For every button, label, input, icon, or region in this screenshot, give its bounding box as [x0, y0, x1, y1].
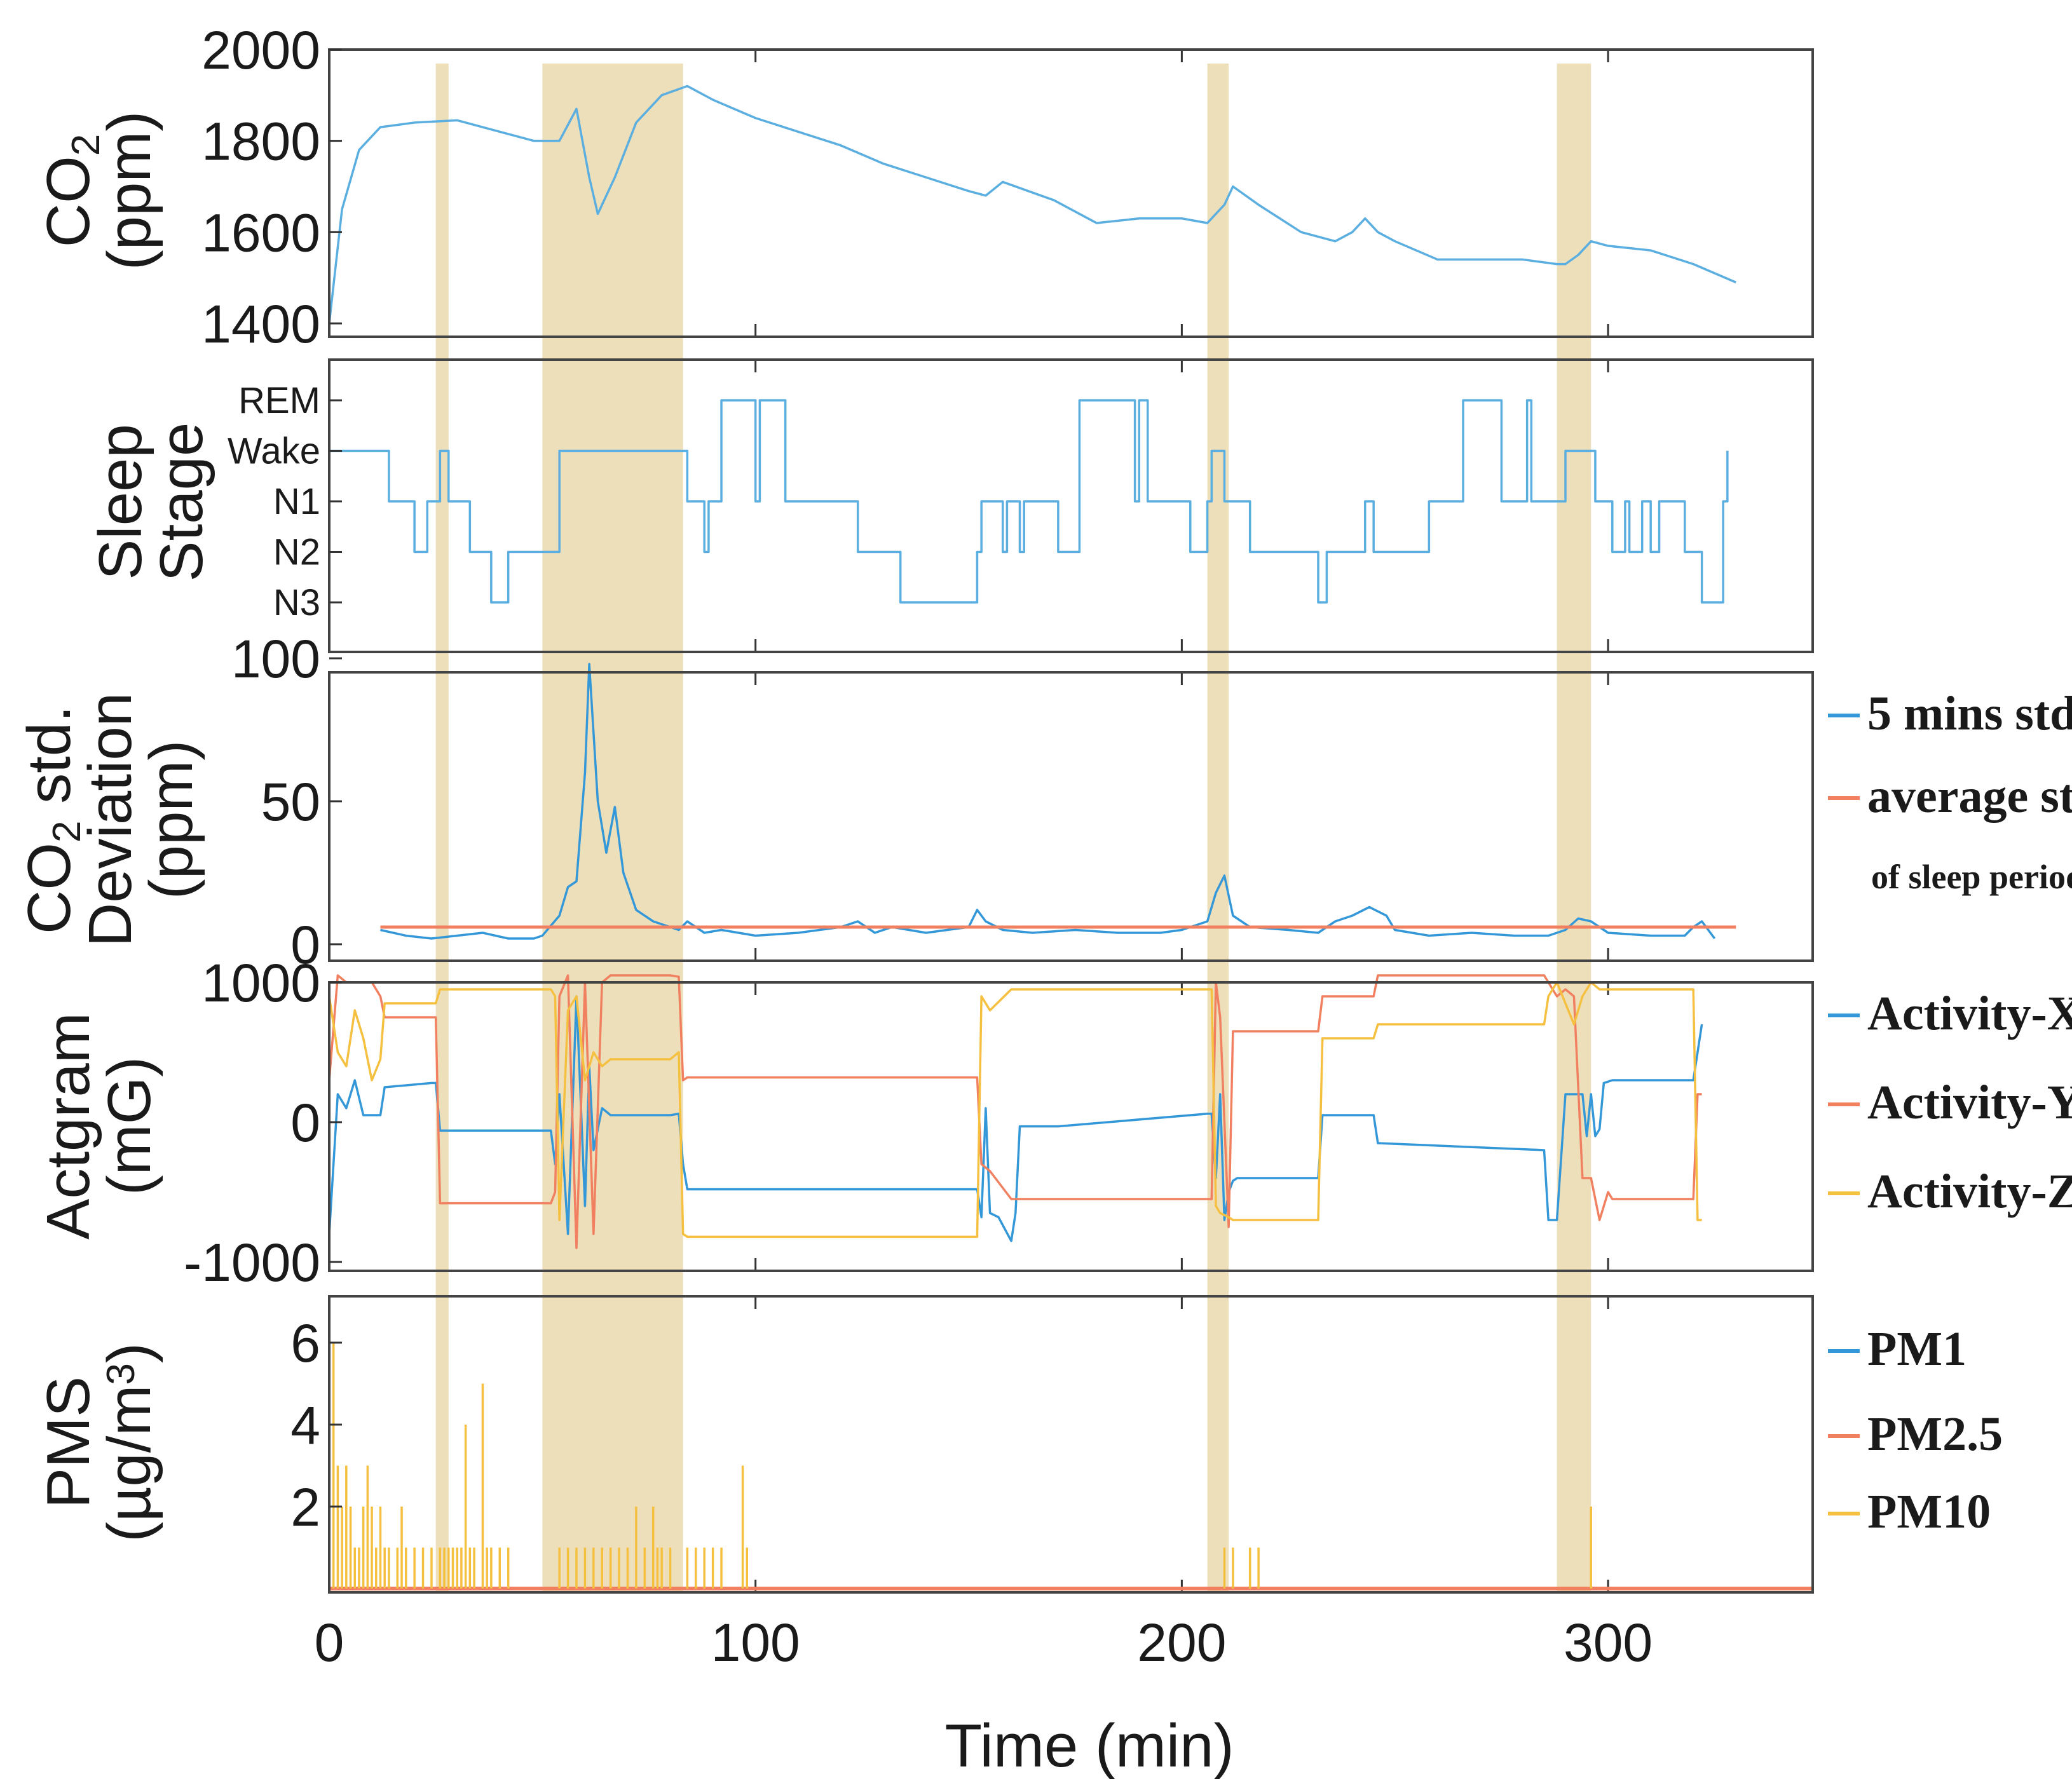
panel-std-ytick-label-1: 50: [261, 772, 320, 832]
panel-sleep-ytick-label-1: N2: [273, 532, 320, 573]
panel-std: 0 50 100: [231, 629, 1814, 975]
legend-act: Activity-X Activity-Y Activity-Z: [1828, 987, 2072, 1218]
series-act-activity-y: [328, 974, 1702, 1249]
highlight-band-3: [1557, 64, 1591, 1592]
ylabel-std-line1: CO: [15, 843, 83, 934]
ylabel-pms-line-1: (µg/m3): [95, 1343, 163, 1542]
ylabel-act-line1: Actgram: [34, 1012, 102, 1239]
ylabel-std-line3: (ppm): [137, 740, 205, 900]
ylabel-std-line-0: CO2 std.: [15, 705, 89, 934]
legend-pms-label-pm1: PM1: [1867, 1322, 1966, 1376]
x-tick-label-0: 0: [315, 1613, 344, 1672]
panel-co2-frame: [328, 48, 1814, 338]
series-sleep-sleep-stage: [329, 399, 1729, 604]
x-tick-label-1: 100: [711, 1613, 800, 1672]
series-co2-co2: [328, 85, 1736, 324]
highlight-bands: [435, 64, 1591, 1592]
panel-co2-ytick-label-3: 2000: [201, 20, 320, 80]
panel-std-ytick-label-0: 0: [290, 915, 320, 975]
ylabel-std-sub: 2: [45, 820, 89, 842]
panel-co2: 1400 1600 1800 2000: [201, 20, 1814, 354]
panel-sleep-frame: [328, 358, 1814, 653]
ylabel-pms-sup: 3: [99, 1363, 143, 1385]
series-std-5-mins-std: [380, 663, 1716, 940]
ylabel-pms-line-0: PMS: [34, 1376, 102, 1508]
panel-act-ytick-label-1: 0: [290, 1093, 320, 1153]
x-tick-label-3: 300: [1564, 1613, 1653, 1672]
ylabel-sleep-line1: Sleep: [86, 424, 154, 580]
ylabel-act-line2: (mG): [95, 1057, 163, 1196]
panel-sleep-ytick-label-2: N1: [273, 481, 320, 522]
panel-pms-ytick-label-1: 4: [290, 1395, 320, 1455]
legend-pms: PM1 PM2.5 PM10: [1828, 1322, 2003, 1538]
ylabel-co2-line1: CO: [34, 156, 102, 247]
ylabel-pms-line2: (µg/m: [95, 1385, 163, 1542]
series-pms-pm10: [332, 1343, 1592, 1589]
legend-pms-label-pm10: PM10: [1867, 1485, 1991, 1538]
panel-co2-ytick-label-0: 1400: [201, 294, 320, 354]
ylabel-act-line-0: Actgram: [34, 1012, 102, 1239]
x-tick-label-2: 200: [1137, 1613, 1226, 1672]
ylabel-co2-line2: (ppm): [95, 111, 163, 271]
panel-act-ytick-label-2: 1000: [201, 953, 320, 1013]
ylabel-act-line-1: (mG): [95, 1057, 163, 1196]
ylabel-co2-line-1: (ppm): [95, 111, 163, 271]
ylabel-pms-line2b: ): [95, 1343, 163, 1363]
ylabel-co2-sub: 2: [64, 134, 108, 156]
ylabel-sleep-line2: Stage: [147, 423, 215, 582]
chart-panels: 1400 1600 1800 2000 N3 N2 N1 Wake REM 0 50 100 -1000…: [184, 20, 1814, 1594]
ylabel-std-line-2: (ppm): [137, 740, 205, 900]
ylabel-sleep-line-1: Stage: [147, 423, 215, 582]
ylabel-co2-line-0: CO2: [34, 134, 108, 247]
panel-act-ytick-label-0: -1000: [184, 1233, 320, 1292]
ylabel-std-line-1: Deviation: [76, 693, 144, 947]
ylabel-pms-line1: PMS: [34, 1376, 102, 1508]
legend-std: 5 mins std average std of sleep period: [1828, 687, 2072, 896]
panel-pms: 2 4 6: [290, 1295, 1814, 1594]
legends: 5 mins std average std of sleep period Acti…: [1828, 687, 2072, 1538]
panel-std-frame: [328, 671, 1814, 962]
legend-std-label-average-std: average std: [1867, 769, 2072, 823]
panel-co2-ytick-label-1: 1600: [201, 203, 320, 262]
x-axis: Time (min) 0 100 200 300: [315, 1613, 1653, 1780]
series-act-activity-z: [328, 981, 1702, 1238]
legend-act-label-activity-y: Activity-Y: [1867, 1076, 2072, 1129]
x-axis-label: Time (min): [944, 1712, 1234, 1780]
panel-sleep-ytick-label-3: Wake: [228, 431, 320, 472]
panel-sleep: N3 N2 N1 Wake REM: [228, 358, 1814, 653]
highlight-band-1: [542, 64, 683, 1592]
panel-sleep-ytick-label-4: REM: [238, 380, 320, 421]
legend-act-label-activity-x: Activity-X: [1867, 987, 2072, 1040]
ylabel-sleep-line-0: Sleep: [86, 424, 154, 580]
panel-act-frame: [328, 981, 1814, 1272]
legend-pms-label-pm2.5: PM2.5: [1867, 1407, 2003, 1461]
ylabel-std-line1b: std.: [15, 705, 83, 820]
panel-pms-frame: [328, 1295, 1814, 1594]
panel-pms-ytick-label-2: 6: [290, 1313, 320, 1373]
highlight-band-2: [1207, 64, 1229, 1592]
highlight-band-0: [435, 64, 449, 1592]
panel-sleep-ytick-label-0: N3: [273, 582, 320, 623]
panel-std-ytick-label-2: 100: [231, 629, 320, 689]
legend-std-label-of-sleep-period: of sleep period: [1871, 858, 2072, 896]
ylabel-std-line2: Deviation: [76, 693, 144, 947]
panel-co2-ytick-label-2: 1800: [201, 112, 320, 172]
series-act-activity-x: [328, 995, 1703, 1242]
legend-act-label-activity-z: Activity-Z: [1867, 1165, 2072, 1218]
panel-act: -1000 0 1000: [184, 953, 1814, 1292]
panel-pms-ytick-label-0: 2: [290, 1477, 320, 1537]
legend-std-label-5-mins-std: 5 mins std: [1867, 687, 2072, 740]
